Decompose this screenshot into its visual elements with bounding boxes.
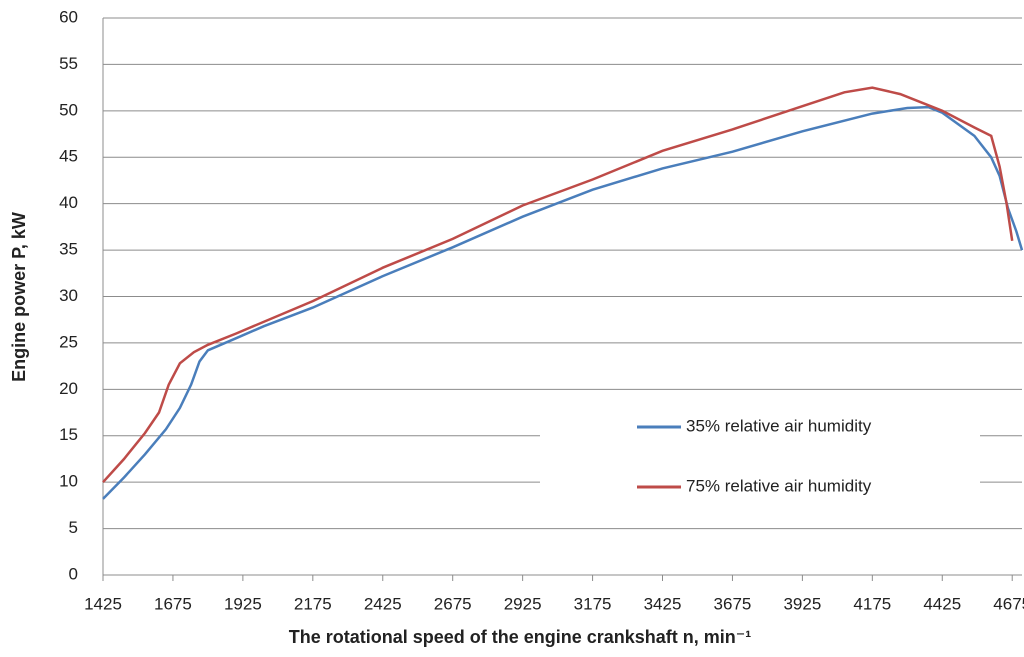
legend-label: 75% relative air humidity: [686, 476, 872, 495]
x-tick-label: 3175: [574, 594, 612, 613]
x-tick-label: 2925: [504, 594, 542, 613]
y-tick-label: 20: [59, 379, 78, 398]
y-tick-label: 60: [59, 7, 78, 26]
y-tick-label: 35: [59, 240, 78, 259]
x-tick-label: 4175: [853, 594, 891, 613]
series-line: [102, 86, 1014, 484]
y-tick-label: 30: [59, 286, 78, 305]
y-tick-label: 5: [69, 518, 78, 537]
x-tick-label: 1925: [224, 594, 262, 613]
x-tick-label: 2675: [434, 594, 472, 613]
x-tick-label: 2175: [294, 594, 332, 613]
y-tick-label: 45: [59, 147, 78, 166]
x-axis-title: The rotational speed of the engine crank…: [289, 627, 752, 647]
y-tick-label: 55: [59, 54, 78, 73]
y-tick-label: 15: [59, 425, 78, 444]
x-tick-label: 4425: [923, 594, 961, 613]
x-tick-label: 3675: [714, 594, 752, 613]
x-tick-label: 1425: [84, 594, 122, 613]
y-tick-label: 25: [59, 332, 78, 351]
legend-label: 35% relative air humidity: [686, 416, 872, 435]
y-tick-label: 0: [69, 564, 78, 583]
series-line: [102, 105, 1024, 500]
x-tick-label: 3925: [783, 594, 821, 613]
legend-box: [540, 405, 980, 510]
x-tick-label: 1675: [154, 594, 192, 613]
y-axis-title: Engine power P, kW: [9, 212, 29, 382]
x-tick-label: 3425: [644, 594, 682, 613]
y-tick-label: 10: [59, 472, 78, 491]
x-tick-label: 2425: [364, 594, 402, 613]
y-tick-label: 40: [59, 193, 78, 212]
y-tick-label: 50: [59, 100, 78, 119]
x-tick-label: 4675: [993, 594, 1024, 613]
